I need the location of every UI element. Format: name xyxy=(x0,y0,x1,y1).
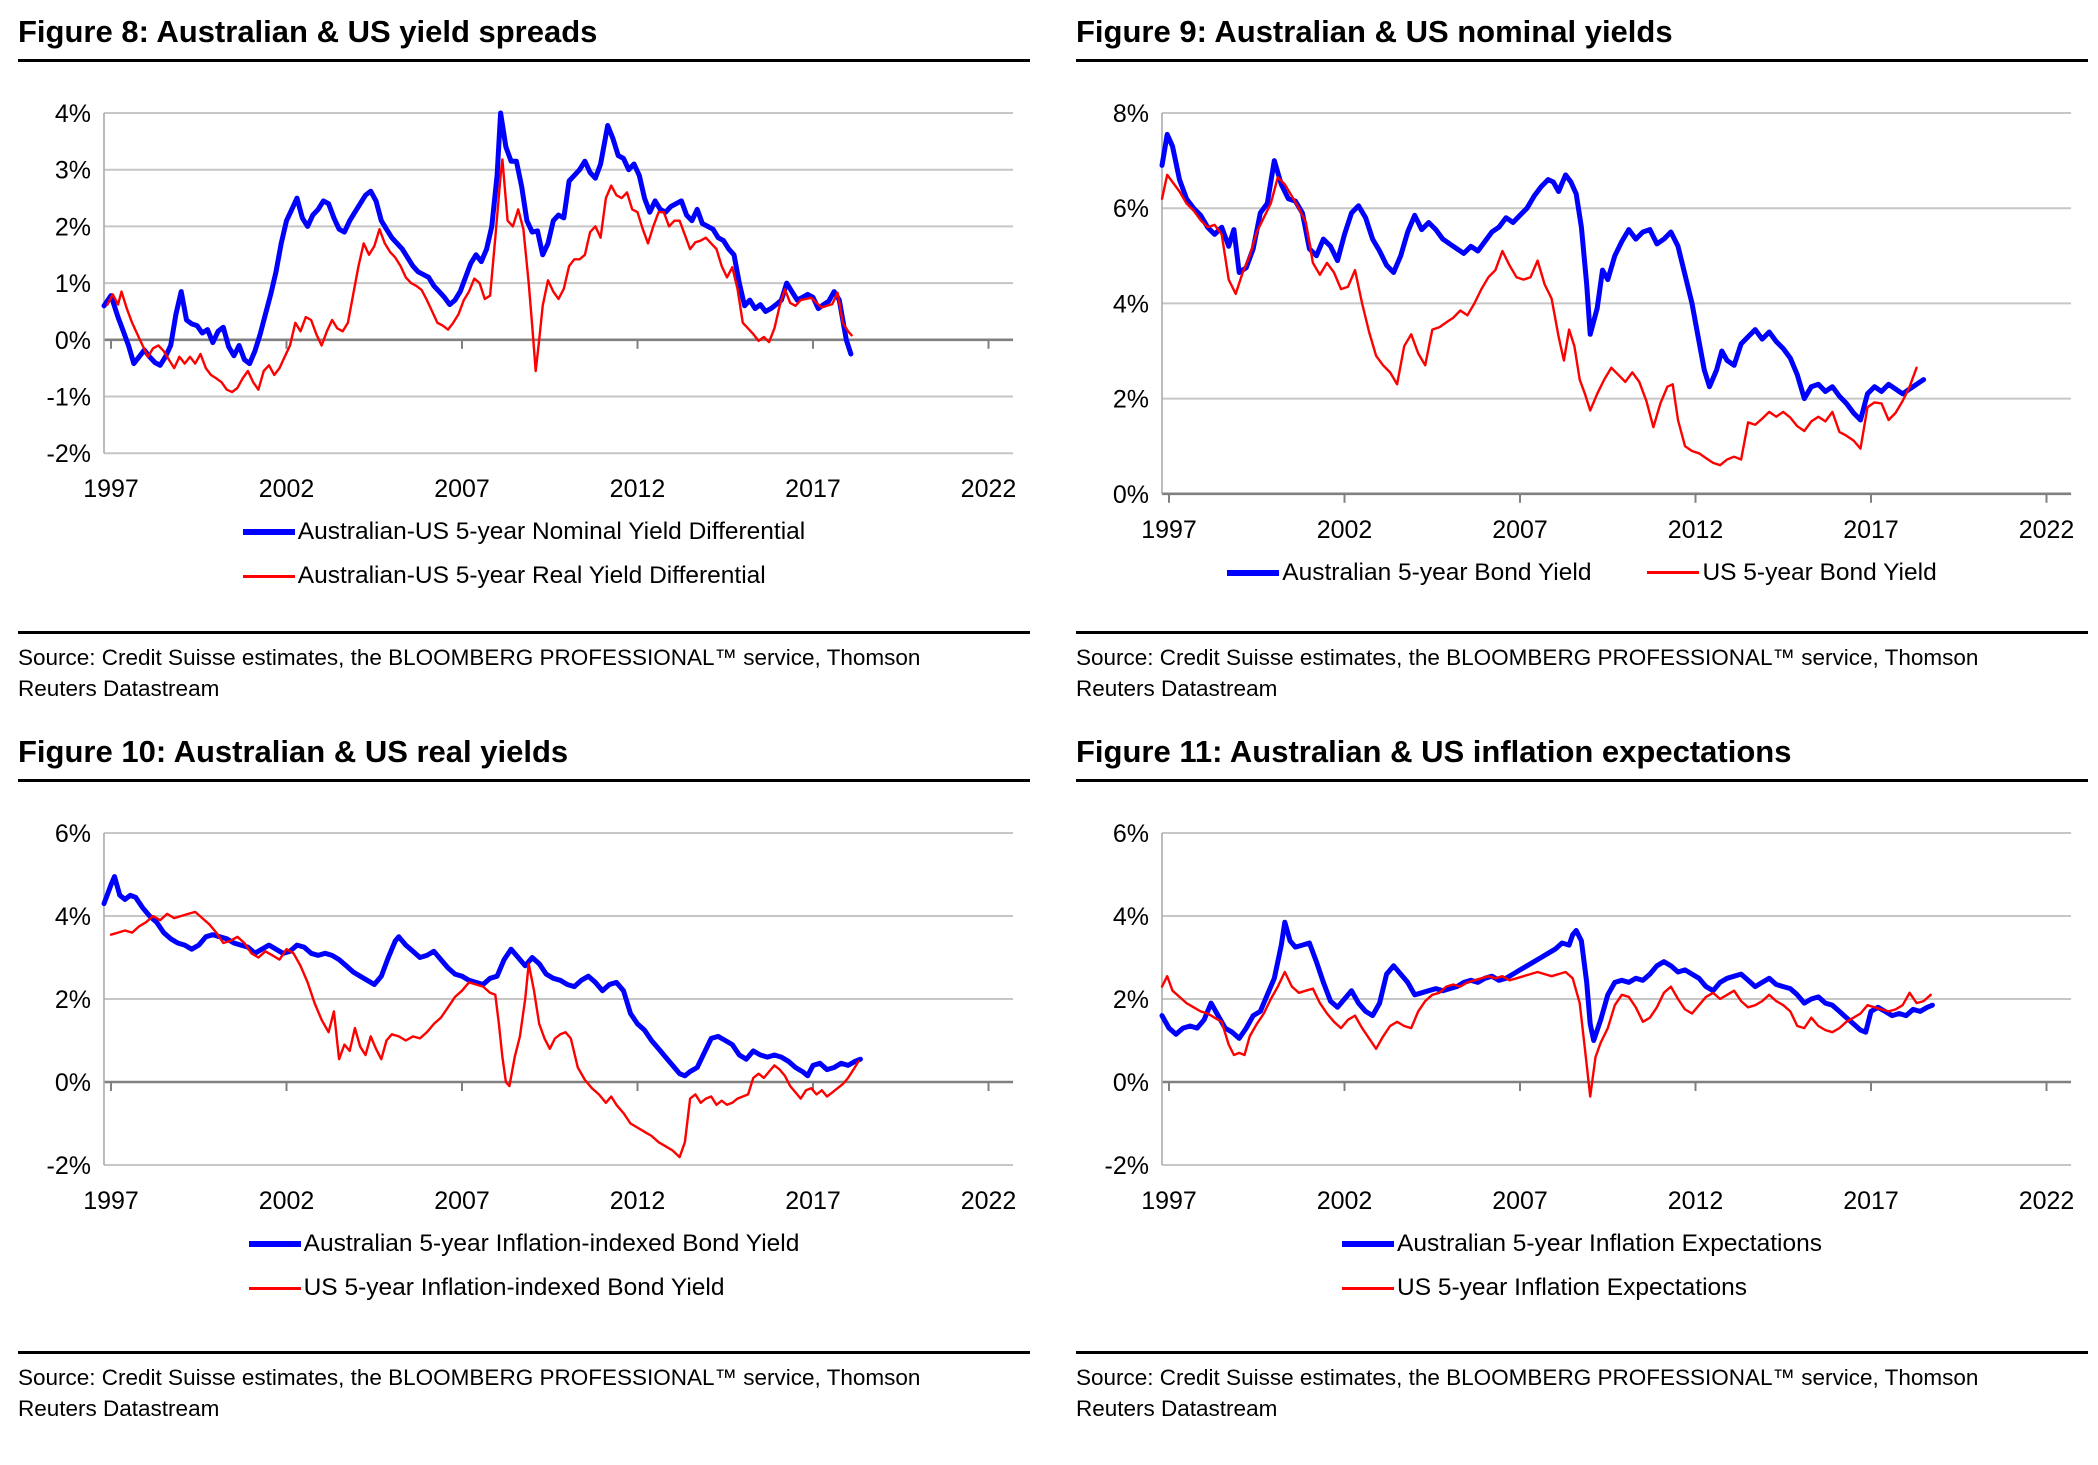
legend-label: Australian-US 5-year Real Yield Differen… xyxy=(297,562,766,590)
svg-text:4%: 4% xyxy=(1113,290,1149,318)
svg-text:4%: 4% xyxy=(1113,903,1149,931)
svg-text:2007: 2007 xyxy=(434,475,490,503)
nominal-yields-chart: 8% 6% 4% 2% 0% 1997 2002 2007 2012 2017 2022 xyxy=(1076,68,2088,557)
figure-9-legend: Australian 5-year Bond Yield US 5-year B… xyxy=(1227,558,1937,587)
red-line-swatch-icon xyxy=(248,1286,301,1290)
figure-11-title: Figure 11: Australian & US inflation exp… xyxy=(1076,732,2088,782)
svg-text:2007: 2007 xyxy=(1492,1187,1548,1215)
svg-text:8%: 8% xyxy=(1113,100,1149,128)
svg-text:1997: 1997 xyxy=(1141,1187,1197,1215)
legend-item: Australian 5-year Bond Yield xyxy=(1227,559,1591,587)
svg-text:1997: 1997 xyxy=(1141,516,1197,544)
source-divider xyxy=(18,631,1030,635)
svg-text:6%: 6% xyxy=(1113,820,1149,848)
legend-label: Australian 5-year Inflation-indexed Bond… xyxy=(303,1230,800,1257)
svg-text:2002: 2002 xyxy=(259,1187,315,1215)
figure-10-title: Figure 10: Australian & US real yields xyxy=(18,732,1030,782)
svg-text:2002: 2002 xyxy=(1317,1187,1373,1215)
source-divider xyxy=(18,1351,1030,1355)
svg-text:6%: 6% xyxy=(55,820,91,848)
svg-text:2017: 2017 xyxy=(1843,516,1899,544)
svg-text:2002: 2002 xyxy=(1317,516,1373,544)
svg-text:-2%: -2% xyxy=(47,1152,91,1180)
legend-item: US 5-year Inflation Expectations xyxy=(1342,1274,1747,1302)
svg-text:0%: 0% xyxy=(1113,1069,1149,1097)
svg-text:2022: 2022 xyxy=(961,475,1017,503)
nominal-yields-chart-svg: 8% 6% 4% 2% 0% 1997 2002 2007 2012 2017 2022 xyxy=(1113,100,2075,544)
yield-spreads-chart: 4% 3% 2% 1% 0% -1% -2% 1997 2002 2007 2012 2017 2022 xyxy=(18,68,1030,516)
svg-text:2%: 2% xyxy=(55,986,91,1014)
blue-line-swatch-icon xyxy=(248,1241,301,1247)
svg-text:6%: 6% xyxy=(1113,195,1149,223)
figure-9-title: Figure 9: Australian & US nominal yields xyxy=(1076,12,2088,62)
svg-text:-1%: -1% xyxy=(47,383,91,411)
legend-item: US 5-year Bond Yield xyxy=(1647,558,1937,587)
research-charts-page: Figure 8: Australian & US yield spreads … xyxy=(18,12,2088,1424)
legend-item: Australian-US 5-year Real Yield Differen… xyxy=(242,562,766,590)
figure-11-source: Source: Credit Suisse estimates, the BLO… xyxy=(1076,1365,1979,1421)
svg-text:2012: 2012 xyxy=(1668,1187,1724,1215)
svg-text:2012: 2012 xyxy=(610,475,666,503)
legend-label: US 5-year Bond Yield xyxy=(1702,558,1937,586)
svg-text:1%: 1% xyxy=(55,270,91,298)
figure-10-legend: Australian 5-year Inflation-indexed Bond… xyxy=(248,1230,800,1302)
legend-label: US 5-year Inflation-indexed Bond Yield xyxy=(303,1274,725,1301)
figure-9-panel: Figure 9: Australian & US nominal yields… xyxy=(1076,12,2088,704)
svg-text:2022: 2022 xyxy=(961,1187,1017,1215)
svg-text:2022: 2022 xyxy=(2019,516,2075,544)
figure-8-source: Source: Credit Suisse estimates, the BLO… xyxy=(18,645,921,701)
figure-8-title: Figure 8: Australian & US yield spreads xyxy=(18,12,1030,62)
svg-text:-2%: -2% xyxy=(47,440,91,468)
figure-8-panel: Figure 8: Australian & US yield spreads … xyxy=(18,12,1030,704)
figure-10-panel: Figure 10: Australian & US real yields 6… xyxy=(18,732,1030,1424)
red-line-swatch-icon xyxy=(1342,1286,1395,1290)
legend-item: US 5-year Inflation-indexed Bond Yield xyxy=(248,1274,725,1302)
svg-text:2017: 2017 xyxy=(785,1187,841,1215)
svg-text:0%: 0% xyxy=(55,327,91,355)
blue-line-swatch-icon xyxy=(242,529,295,536)
svg-text:4%: 4% xyxy=(55,100,91,128)
figure-9-source: Source: Credit Suisse estimates, the BLO… xyxy=(1076,645,1979,701)
svg-text:0%: 0% xyxy=(55,1069,91,1097)
legend-item: Australian-US 5-year Nominal Yield Diffe… xyxy=(242,518,806,546)
real-yields-chart: 6% 4% 2% 0% -2% 1997 2002 2007 2012 2017 2022 xyxy=(18,788,1030,1228)
svg-text:2012: 2012 xyxy=(1668,516,1724,544)
svg-text:0%: 0% xyxy=(1113,481,1149,509)
red-line-swatch-icon xyxy=(242,574,295,578)
svg-text:2022: 2022 xyxy=(2019,1187,2075,1215)
svg-text:2012: 2012 xyxy=(610,1187,666,1215)
source-divider xyxy=(1076,1351,2088,1355)
figure-10-source: Source: Credit Suisse estimates, the BLO… xyxy=(18,1365,921,1421)
svg-text:2002: 2002 xyxy=(259,475,315,503)
svg-text:2017: 2017 xyxy=(1843,1187,1899,1215)
red-line-swatch-icon xyxy=(1647,571,1700,575)
source-divider xyxy=(1076,631,2088,635)
svg-text:2007: 2007 xyxy=(434,1187,490,1215)
svg-text:2%: 2% xyxy=(55,213,91,241)
inflation-expectations-chart-svg: 6% 4% 2% 0% -2% 1997 2002 2007 2012 2017 2022 xyxy=(1105,820,2075,1215)
svg-text:4%: 4% xyxy=(55,903,91,931)
svg-text:2%: 2% xyxy=(1113,986,1149,1014)
svg-text:2017: 2017 xyxy=(785,475,841,503)
legend-item: Australian 5-year Inflation-indexed Bond… xyxy=(248,1230,800,1258)
figure-8-legend: Australian-US 5-year Nominal Yield Diffe… xyxy=(242,518,806,590)
svg-text:1997: 1997 xyxy=(83,475,139,503)
blue-line-swatch-icon xyxy=(1227,569,1280,576)
inflation-expectations-chart: 6% 4% 2% 0% -2% 1997 2002 2007 2012 2017 2022 xyxy=(1076,788,2088,1228)
legend-label: Australian-US 5-year Nominal Yield Diffe… xyxy=(297,518,806,546)
legend-item: Australian 5-year Inflation Expectations xyxy=(1342,1230,1822,1258)
real-yields-chart-svg: 6% 4% 2% 0% -2% 1997 2002 2007 2012 2017 2022 xyxy=(47,820,1017,1215)
svg-text:-2%: -2% xyxy=(1105,1152,1149,1180)
svg-text:2%: 2% xyxy=(1113,386,1149,414)
svg-text:2007: 2007 xyxy=(1492,516,1548,544)
yield-spreads-chart-svg: 4% 3% 2% 1% 0% -1% -2% 1997 2002 2007 2012 2017 2022 xyxy=(47,100,1017,503)
blue-line-swatch-icon xyxy=(1342,1241,1395,1247)
svg-text:1997: 1997 xyxy=(83,1187,139,1215)
legend-label: Australian 5-year Bond Yield xyxy=(1282,558,1592,586)
legend-label: Australian 5-year Inflation Expectations xyxy=(1397,1230,1822,1257)
figure-11-panel: Figure 11: Australian & US inflation exp… xyxy=(1076,732,2088,1424)
legend-label: US 5-year Inflation Expectations xyxy=(1397,1274,1748,1301)
figure-11-legend: Australian 5-year Inflation Expectations… xyxy=(1342,1230,1822,1302)
svg-text:3%: 3% xyxy=(55,157,91,185)
